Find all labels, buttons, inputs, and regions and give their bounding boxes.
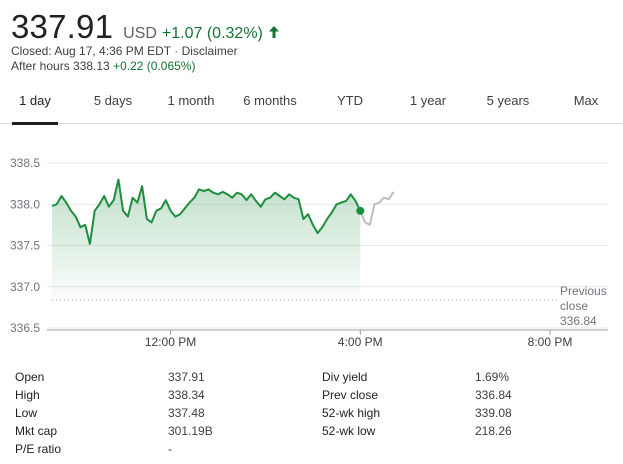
currency-label: USD — [123, 25, 157, 42]
stat-label: Div yield — [322, 370, 368, 384]
tab-1-year[interactable]: 1 year — [404, 88, 452, 124]
stat-value: 338.34 — [168, 388, 205, 402]
stat-value: 301.19B — [168, 424, 213, 438]
previous-close-value: 336.84 — [560, 314, 597, 328]
stat-value: 336.84 — [475, 388, 512, 402]
y-tick-label: 338.5 — [10, 156, 40, 170]
after-hours-line — [359, 191, 395, 226]
x-tick-label: 12:00 PM — [145, 335, 196, 349]
price-change: +1.07 (0.32%) — [161, 25, 263, 42]
tab-5-days[interactable]: 5 days — [88, 88, 138, 124]
tab-ytd[interactable]: YTD — [330, 88, 370, 124]
previous-close-label: close — [560, 299, 588, 313]
stat-label: 52-wk low — [322, 424, 376, 438]
tab-5-years[interactable]: 5 years — [480, 88, 536, 124]
tab-6-months[interactable]: 6 months — [238, 88, 302, 124]
y-tick-label: 336.5 — [10, 321, 40, 335]
stat-label: P/E ratio — [15, 442, 62, 456]
stat-label: Low — [15, 406, 38, 420]
stat-value: - — [168, 442, 172, 456]
after-hours-price: After hours 338.13 — [11, 59, 110, 73]
tab-label: 1 month — [167, 93, 215, 108]
y-tick-label: 337.5 — [10, 239, 40, 253]
arrow-up-icon — [268, 26, 279, 38]
after-hours-change: +0.22 (0.065%) — [113, 59, 196, 73]
range-tabs: 1 day 5 days 1 month 6 months YTD 1 year… — [0, 88, 623, 125]
current-price: 337.91 — [11, 8, 114, 45]
tab-label: 1 year — [409, 93, 447, 108]
stat-label: Open — [15, 370, 45, 384]
tab-label: 5 days — [93, 93, 133, 108]
previous-close-label: Previous — [560, 284, 607, 298]
closed-time: Closed: Aug 17, 4:36 PM EDT — [11, 44, 171, 58]
after-hours-status: After hours 338.13 +0.22 (0.065%) — [11, 59, 195, 73]
stat-value: 218.26 — [475, 424, 512, 438]
tab-label: YTD — [337, 93, 363, 108]
close-point-marker — [356, 206, 365, 215]
tab-label: Max — [573, 93, 599, 108]
separator-dot: · — [174, 44, 182, 58]
disclaimer-link[interactable]: Disclaimer — [181, 44, 238, 58]
y-tick-label: 338.0 — [10, 197, 40, 211]
tab-label: 6 months — [243, 93, 297, 108]
stat-value: 337.48 — [168, 406, 205, 420]
x-tick-label: 8:00 PM — [528, 335, 573, 349]
x-tick-label: 4:00 PM — [338, 335, 383, 349]
stat-label: 52-wk high — [322, 406, 381, 420]
price-chart[interactable]: 338.5 338.0 337.5 337.0 336.5 12:00 PM 4:00 PM… — [0, 140, 623, 355]
price-area-fill — [52, 179, 361, 300]
stat-label: Mkt cap — [15, 424, 58, 438]
tab-1-day[interactable]: 1 day — [12, 88, 58, 125]
tab-label: 1 day — [19, 93, 51, 108]
y-tick-label: 337.0 — [10, 280, 40, 294]
closed-status: Closed: Aug 17, 4:36 PM EDT · Disclaimer — [11, 44, 238, 58]
quote-header: 337.91 USD +1.07 (0.32%) — [11, 8, 280, 48]
stat-label: High — [15, 388, 40, 402]
price-line — [51, 178, 362, 245]
stat-label: Prev close — [322, 388, 379, 402]
stat-value: 337.91 — [168, 370, 205, 384]
tab-max[interactable]: Max — [568, 88, 604, 124]
tab-label: 5 years — [486, 93, 530, 108]
tab-1-month[interactable]: 1 month — [162, 88, 220, 124]
stat-value: 339.08 — [475, 406, 512, 420]
stat-value: 1.69% — [475, 370, 510, 384]
